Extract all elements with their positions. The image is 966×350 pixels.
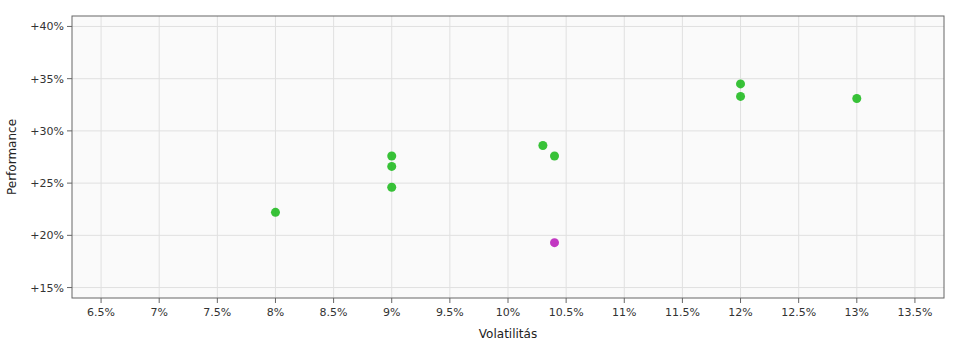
y-tick (67, 183, 72, 184)
plot-background (72, 16, 944, 298)
x-tick (449, 298, 450, 303)
x-grid-line (217, 16, 218, 298)
x-tick (391, 298, 392, 303)
y-tick-label: +30% (30, 125, 64, 138)
x-grid-line (275, 16, 276, 298)
x-axis-label: Volatilitás (479, 327, 537, 341)
x-grid-line (159, 16, 160, 298)
x-tick (798, 298, 799, 303)
plot-frame (72, 16, 944, 298)
x-grid-line (333, 16, 334, 298)
series (550, 238, 559, 247)
scatter-point (538, 141, 547, 150)
x-tick (217, 298, 218, 303)
x-tick (275, 298, 276, 303)
x-tick-label: 13% (845, 306, 869, 319)
x-grid-line (740, 16, 741, 298)
y-grid-line (72, 235, 944, 236)
y-grid-line (72, 26, 944, 27)
y-tick-label: +40% (30, 20, 64, 33)
x-tick (682, 298, 683, 303)
x-tick (333, 298, 334, 303)
scatter-point (736, 92, 745, 101)
x-tick-label: 10% (496, 306, 520, 319)
x-grid-line (856, 16, 857, 298)
x-grid-line (508, 16, 509, 298)
scatter-point (271, 208, 280, 217)
points (271, 79, 861, 247)
scatter-point (387, 183, 396, 192)
x-grid-line (101, 16, 102, 298)
x-grid-line (682, 16, 683, 298)
x-tick (856, 298, 857, 303)
y-tick (67, 26, 72, 27)
x-grid-line (566, 16, 567, 298)
x-tick-label: 8% (267, 306, 284, 319)
y-tick (67, 130, 72, 131)
x-tick-label: 9.5% (436, 306, 464, 319)
x-tick-label: 10.5% (549, 306, 584, 319)
scatter-point (736, 79, 745, 88)
chart-container: 6.5% 7% 7.5% 8% 8.5% 9% 9.5% 10% 10.5% 11% 11.5% 12… (0, 0, 966, 350)
x-tick-label: 7.5% (203, 306, 231, 319)
series (271, 79, 861, 216)
y-tick (67, 287, 72, 288)
x-grid-line (914, 16, 915, 298)
y-tick (67, 235, 72, 236)
y-grid-line (72, 183, 944, 184)
y-tick-label: +15% (30, 282, 64, 295)
x-tick (624, 298, 625, 303)
y-tick-label: +20% (30, 229, 64, 242)
x-tick-label: 8.5% (320, 306, 348, 319)
x-tick-label: 12% (728, 306, 752, 319)
y-grid-line (72, 78, 944, 79)
axes: 6.5% 7% 7.5% 8% 8.5% 9% 9.5% 10% 10.5% 11% 11.5% 12… (30, 16, 944, 319)
x-tick-label: 7% (150, 306, 167, 319)
y-tick-label: +25% (30, 177, 64, 190)
y-tick (67, 78, 72, 79)
x-tick (159, 298, 160, 303)
x-grid-line (798, 16, 799, 298)
y-grid-line (72, 287, 944, 288)
x-tick-label: 13.5% (897, 306, 932, 319)
scatter-point (852, 94, 861, 103)
scatter-point (387, 151, 396, 160)
x-tick-label: 6.5% (87, 306, 115, 319)
chart-svg: 6.5% 7% 7.5% 8% 8.5% 9% 9.5% 10% 10.5% 11% 11.5% 12… (0, 0, 966, 350)
scatter-point (550, 151, 559, 160)
x-tick (914, 298, 915, 303)
x-tick-label: 11.5% (665, 306, 700, 319)
y-tick-label: +35% (30, 73, 64, 86)
x-grid-line (624, 16, 625, 298)
scatter-point (387, 162, 396, 171)
x-tick (508, 298, 509, 303)
y-axis-label: Performance (5, 119, 19, 195)
x-tick-label: 12.5% (781, 306, 816, 319)
x-tick-label: 9% (383, 306, 400, 319)
x-tick (101, 298, 102, 303)
x-tick-label: 11% (612, 306, 636, 319)
x-tick (740, 298, 741, 303)
grid (72, 16, 944, 298)
x-tick (566, 298, 567, 303)
x-grid-line (449, 16, 450, 298)
y-grid-line (72, 130, 944, 131)
scatter-point (550, 238, 559, 247)
